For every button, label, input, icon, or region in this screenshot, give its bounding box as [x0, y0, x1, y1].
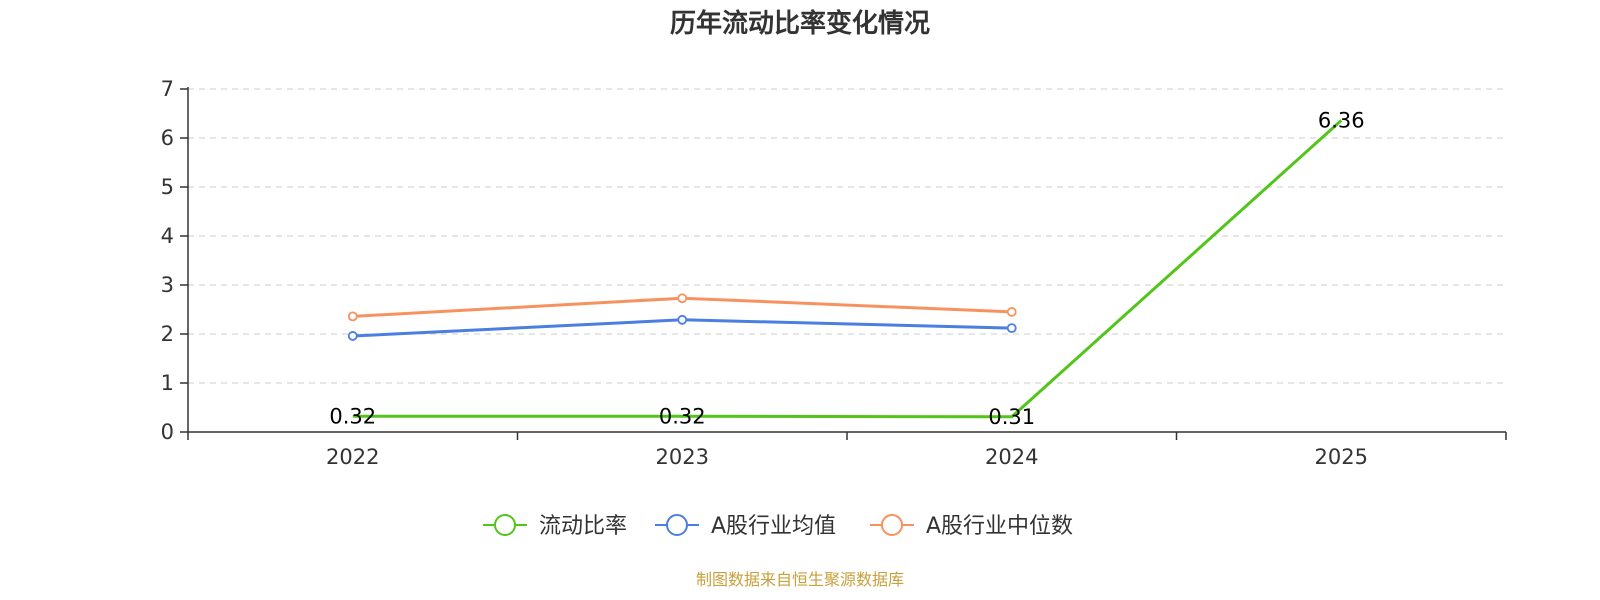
series-point	[347, 331, 358, 341]
x-tick-label: 2025	[1315, 445, 1368, 469]
axis-layer: 0 1 2 3 4 5 6 7 2022 2023 2024 2025	[161, 77, 1507, 469]
series-point	[1006, 323, 1017, 334]
legend-item: 流动比率	[483, 514, 627, 539]
series-point	[677, 314, 688, 325]
data-label: 0.32	[659, 404, 706, 428]
series-layer	[347, 119, 1343, 419]
x-tick-label: 2022	[326, 445, 379, 469]
legend-swatch-marker	[881, 514, 903, 536]
legend-swatch-marker	[666, 514, 688, 536]
x-tick-label: 2024	[985, 445, 1038, 469]
legend-label: A股行业中位数	[926, 514, 1073, 539]
data-label: 0.31	[988, 405, 1035, 429]
legend-label: A股行业均值	[711, 514, 836, 539]
y-tick-label: 4	[161, 224, 174, 248]
data-label: 6.36	[1318, 108, 1365, 132]
chart-title: 历年流动比率变化情况	[670, 8, 930, 39]
y-tick-label: 5	[161, 175, 174, 199]
grid-layer	[188, 88, 1506, 384]
series-point	[677, 293, 688, 304]
legend-swatch-marker	[494, 514, 516, 536]
y-tick-label: 1	[161, 371, 174, 395]
legend: 流动比率 A股行业均值 A股行业中位数	[483, 514, 1073, 539]
y-tick-label: 7	[161, 77, 174, 101]
data-label-layer: 0.32 0.32 0.31 6.36	[329, 108, 1364, 428]
y-tick-label: 0	[161, 420, 174, 444]
legend-item: A股行业均值	[655, 514, 836, 539]
y-tick-label: 2	[161, 322, 174, 346]
data-label: 0.32	[329, 404, 376, 428]
legend-label: 流动比率	[539, 514, 627, 539]
source-note: 制图数据来自恒生聚源数据库	[696, 570, 904, 589]
y-tick-label: 3	[161, 273, 174, 297]
x-tick-label: 2023	[656, 445, 709, 469]
series-point	[347, 311, 358, 322]
series-point	[1006, 307, 1017, 317]
y-tick-label: 6	[161, 126, 174, 150]
series-line-0	[352, 119, 1343, 419]
legend-item: A股行业中位数	[870, 514, 1073, 539]
